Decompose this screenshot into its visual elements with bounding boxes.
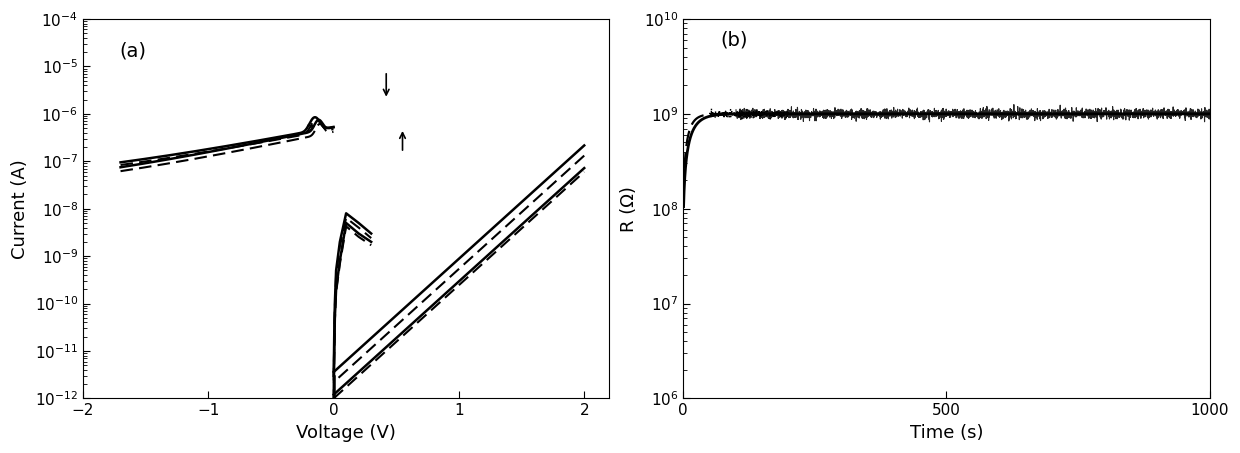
- X-axis label: Voltage (V): Voltage (V): [296, 424, 396, 442]
- Text: (a): (a): [120, 42, 146, 61]
- Text: (b): (b): [720, 30, 748, 49]
- Y-axis label: R (Ω): R (Ω): [620, 186, 639, 231]
- Y-axis label: Current (A): Current (A): [11, 159, 29, 259]
- X-axis label: Time (s): Time (s): [910, 424, 983, 442]
